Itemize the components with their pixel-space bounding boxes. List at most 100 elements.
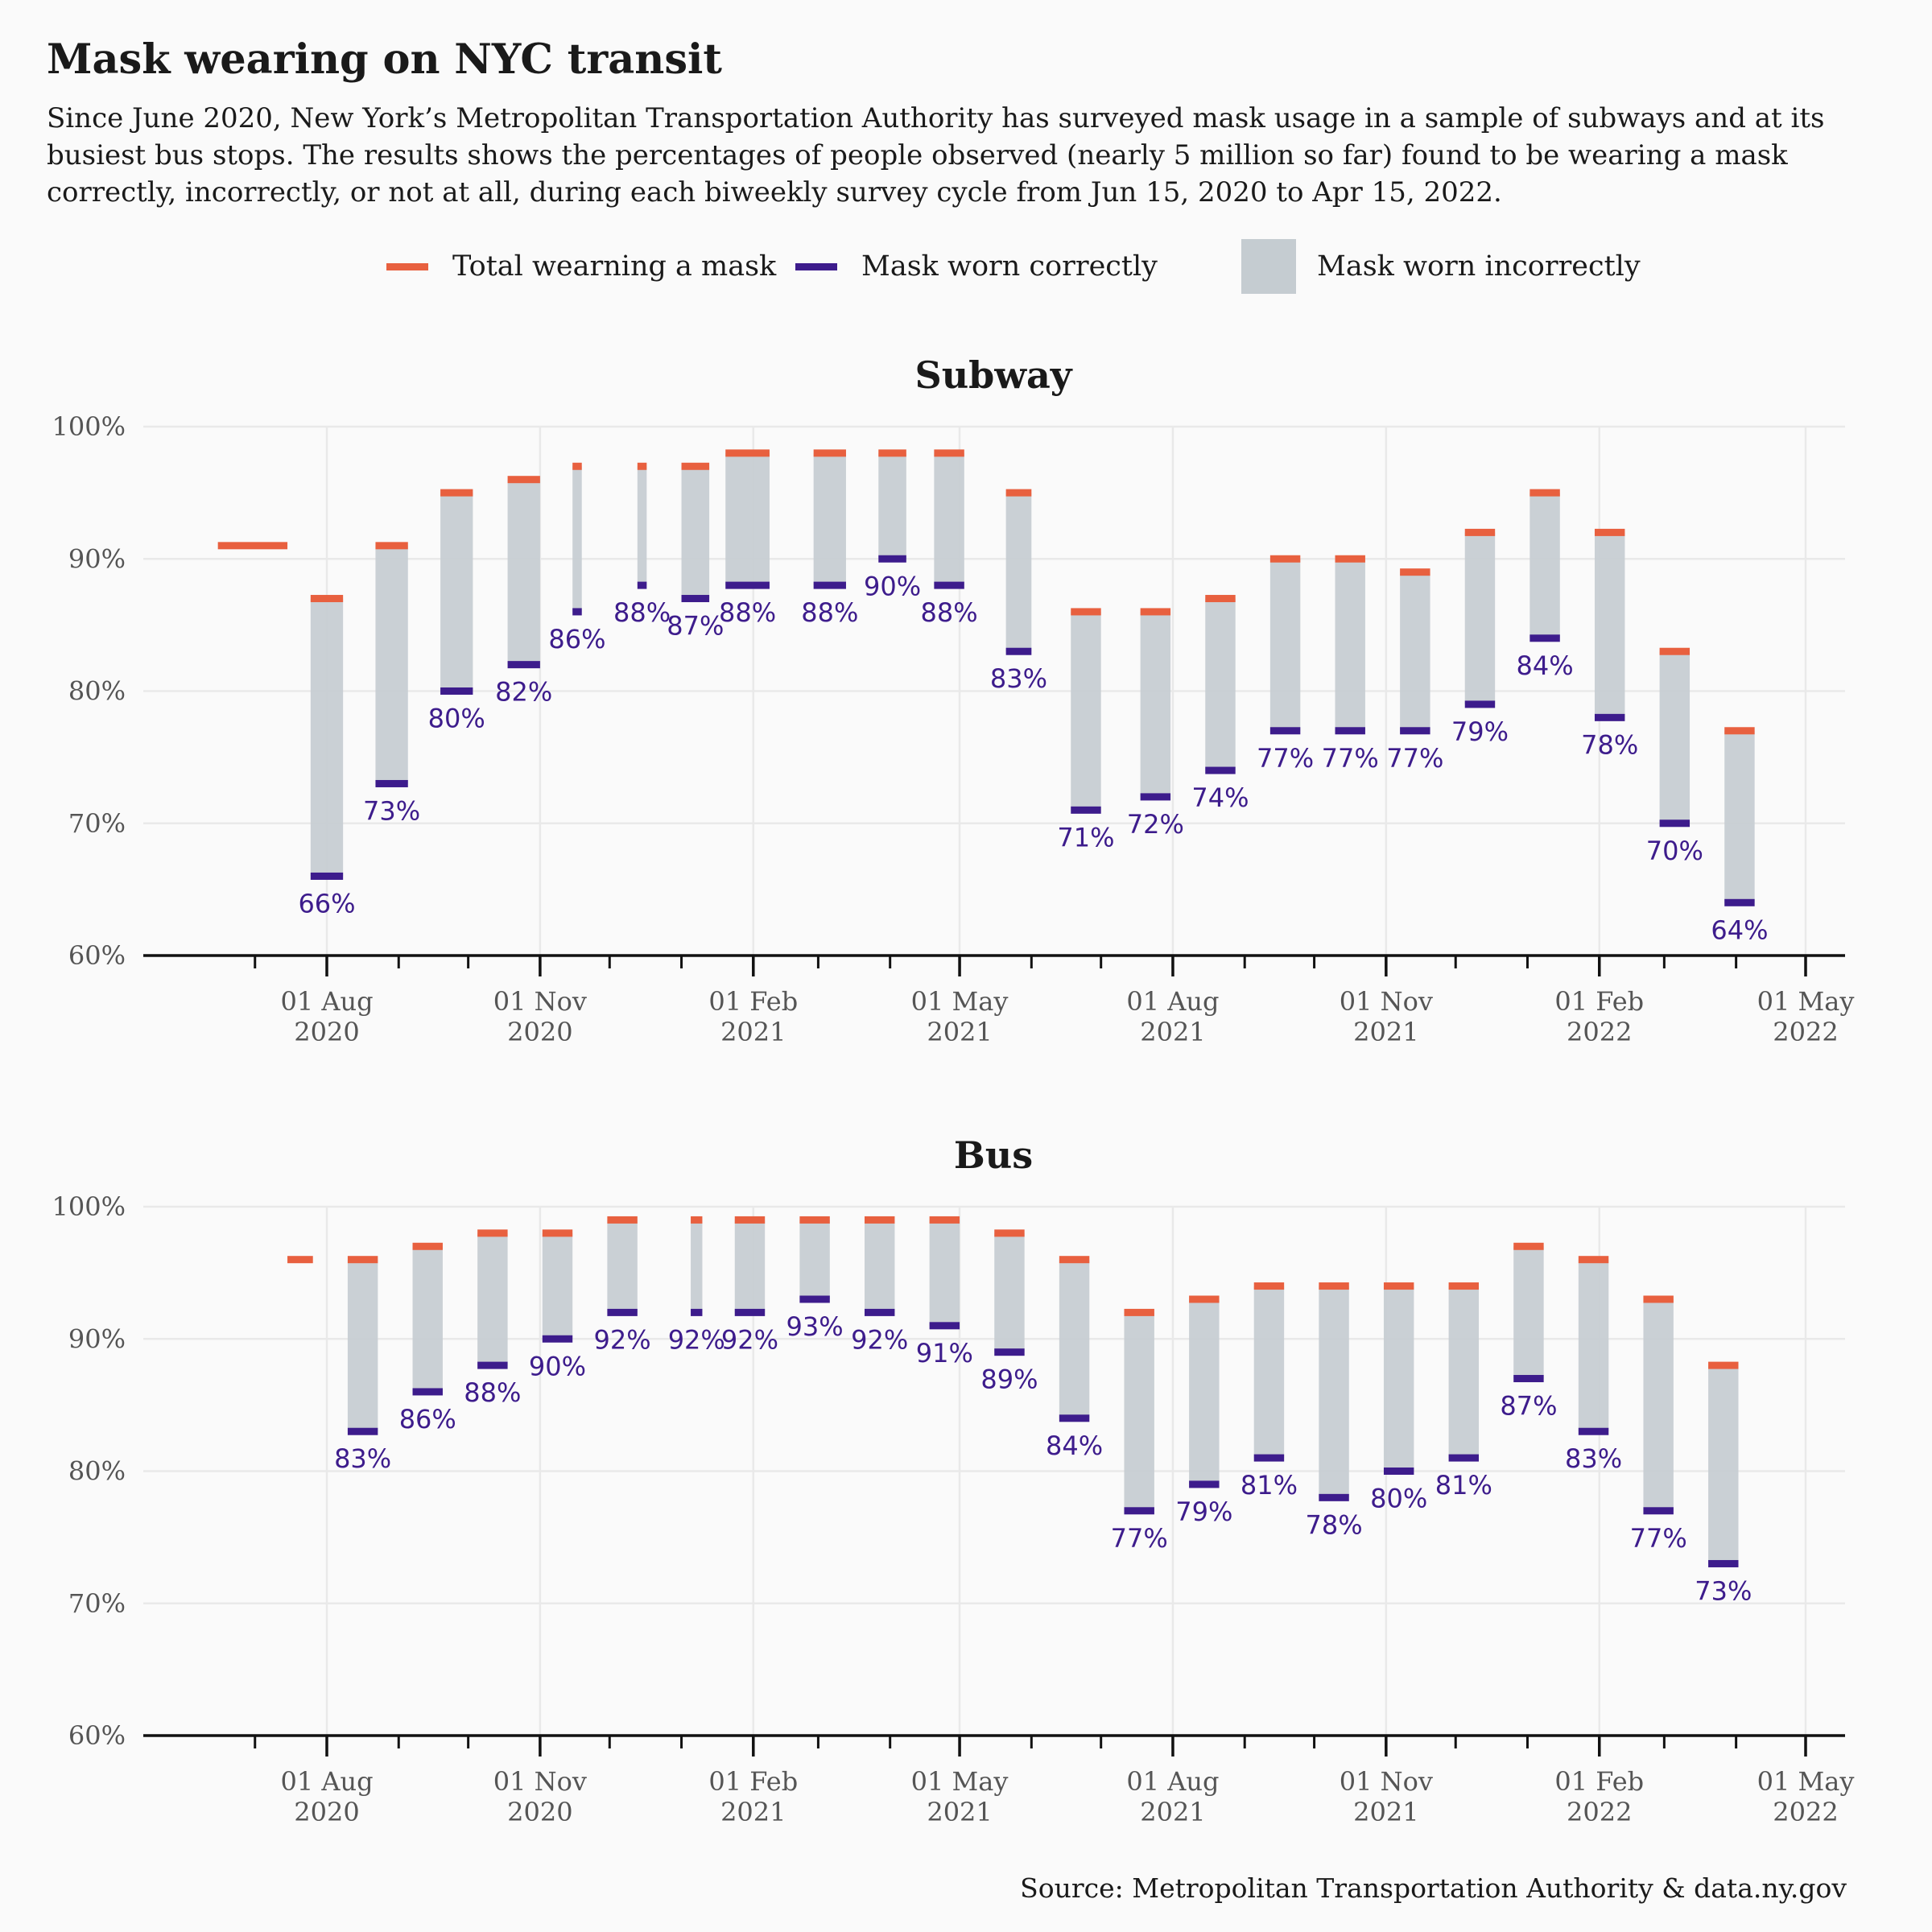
bar-group: 86% <box>548 462 606 654</box>
bar-correct-marker <box>1708 1559 1739 1567</box>
data-label: 81% <box>1435 1470 1492 1501</box>
bar-correct-marker <box>1643 1507 1674 1515</box>
x-tick-label: 01 Nov <box>1340 1766 1433 1797</box>
bar-correct-marker <box>878 555 906 563</box>
bar-total-marker <box>878 449 906 457</box>
bar-correct-marker <box>477 1361 508 1369</box>
data-label: 84% <box>1046 1430 1103 1461</box>
bar-total-marker <box>347 1256 378 1264</box>
bar-correct-marker <box>681 595 710 603</box>
bar-incorrect <box>1269 559 1301 731</box>
bar-total-marker <box>572 462 582 470</box>
bar-correct-marker <box>440 687 473 695</box>
data-label: 73% <box>1695 1575 1752 1606</box>
x-tick-label: 01 Feb <box>1554 986 1644 1017</box>
bar-incorrect <box>1708 1365 1739 1564</box>
bar-total-marker <box>477 1229 508 1237</box>
bar-total-marker <box>1400 568 1430 576</box>
bar-correct-marker <box>507 661 540 669</box>
bar-total-marker <box>1724 727 1755 735</box>
data-label: 77% <box>1630 1523 1687 1554</box>
bar-correct-marker <box>813 581 846 589</box>
data-label: 88% <box>613 597 671 628</box>
bar-group: 77% <box>1386 568 1443 774</box>
bar-total-marker <box>507 476 540 484</box>
bar-group <box>217 542 288 550</box>
bar-group: 71% <box>1057 608 1115 852</box>
data-label: 91% <box>916 1338 973 1368</box>
bar-total-marker <box>799 1216 830 1224</box>
bar-group: 90% <box>529 1229 586 1381</box>
bar-total-marker <box>1005 489 1032 497</box>
bar-total-marker <box>287 1256 313 1264</box>
data-label: 81% <box>1241 1470 1298 1501</box>
bar-total-marker <box>929 1216 960 1224</box>
bar-incorrect <box>1335 559 1365 731</box>
bar-group: 83% <box>990 489 1047 694</box>
bar-total-marker <box>310 595 344 603</box>
bar-incorrect <box>310 598 344 877</box>
bar-correct-marker <box>929 1322 960 1330</box>
bar-group: 77% <box>1630 1295 1687 1554</box>
bar-incorrect <box>1005 493 1032 652</box>
bar-total-marker <box>865 1216 895 1224</box>
bar-total-marker <box>1319 1282 1349 1290</box>
bar-incorrect <box>1464 532 1496 704</box>
bar-group: 88% <box>464 1229 521 1408</box>
x-tick-label-year: 2020 <box>294 1797 359 1827</box>
data-label: 90% <box>529 1351 586 1381</box>
x-tick-label: 01 Aug <box>1126 986 1219 1017</box>
bar-total-marker <box>1383 1282 1414 1290</box>
bar-group: 82% <box>495 476 552 708</box>
legend-swatch-incorrect <box>1241 239 1296 294</box>
x-tick-label-year: 2021 <box>1140 1017 1205 1047</box>
bar-total-marker <box>1513 1242 1544 1250</box>
x-tick-label: 01 May <box>911 1766 1009 1797</box>
legend-item-correct: Mask worn correctly <box>795 238 1158 295</box>
panel-subway: Subway 60% 70% 80% 90% 100% 66% 73% 80% 82% 86% 88%… <box>52 353 1855 1047</box>
legend-swatch-correct <box>795 262 837 270</box>
bar-total-marker <box>542 1229 573 1237</box>
data-label: 86% <box>548 624 605 654</box>
x-tick-label-year: 2020 <box>507 1017 572 1047</box>
bar-group: 92% <box>668 1216 725 1355</box>
bar-correct-marker <box>412 1388 443 1396</box>
bar-correct-marker <box>1269 727 1301 735</box>
bar-incorrect <box>813 452 846 586</box>
panel-title: Subway <box>915 353 1073 397</box>
x-tick-label-year: 2021 <box>720 1017 786 1047</box>
bar-group: 79% <box>1175 1295 1232 1527</box>
bar-group: 92% <box>594 1216 651 1355</box>
bar-total-marker <box>1124 1308 1154 1316</box>
bar-group: 66% <box>298 595 356 919</box>
x-tick-label: 01 Feb <box>1554 1766 1644 1797</box>
bar-group: 86% <box>399 1242 456 1435</box>
bar-group: 64% <box>1711 727 1769 945</box>
x-tick-label: 01 Aug <box>1126 1766 1219 1797</box>
bar-correct-marker <box>347 1427 378 1435</box>
x-tick-label: 01 May <box>911 986 1009 1017</box>
bar-correct-marker <box>734 1308 766 1316</box>
data-label: 89% <box>980 1364 1038 1395</box>
bar-total-marker <box>1464 528 1496 536</box>
data-label: 88% <box>464 1377 521 1408</box>
bar-correct-marker <box>1059 1414 1090 1422</box>
x-tick-label-year: 2022 <box>1567 1797 1632 1827</box>
bar-incorrect <box>929 1220 960 1326</box>
bar-correct-marker <box>799 1295 830 1303</box>
bar-correct-marker <box>310 872 344 880</box>
bar-incorrect <box>1530 493 1560 638</box>
data-label: 79% <box>1175 1496 1232 1527</box>
data-label: 92% <box>668 1324 725 1355</box>
x-tick-label: 01 Aug <box>280 1766 373 1797</box>
bar-incorrect <box>1643 1298 1674 1511</box>
bar-group: 88% <box>801 449 858 628</box>
x-tick-label-year: 2021 <box>1353 1797 1418 1827</box>
bar-incorrect <box>878 452 906 559</box>
data-label: 92% <box>721 1324 778 1355</box>
y-tick-label: 70% <box>68 1588 126 1619</box>
bar-total-marker <box>375 542 408 550</box>
bar-correct-marker <box>1464 700 1496 708</box>
bar-correct-marker <box>607 1308 638 1316</box>
bar-incorrect <box>1140 611 1171 797</box>
